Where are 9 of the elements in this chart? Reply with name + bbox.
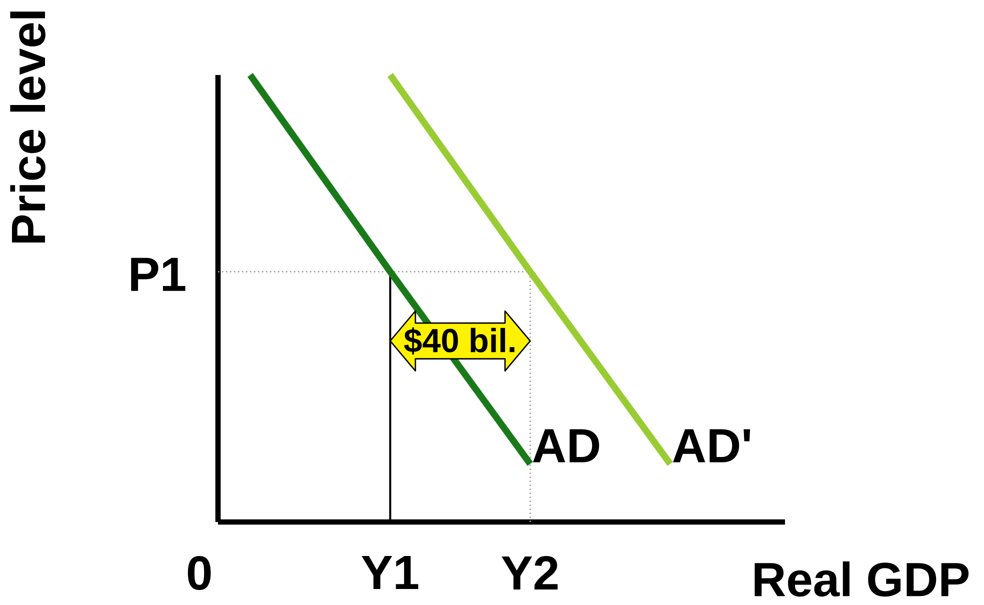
series-label: AD' bbox=[673, 429, 750, 462]
x-tick-label: Y1 bbox=[362, 556, 418, 590]
ref-line-label: P1 bbox=[131, 258, 186, 291]
annotation: $40 bil. bbox=[404, 327, 514, 355]
y-axis-title: Price level bbox=[10, 12, 46, 242]
x-axis-title: Real GDP bbox=[754, 561, 969, 597]
text: 0 bbox=[188, 556, 211, 590]
x-tick-label: Y2 bbox=[502, 556, 558, 590]
series-label: AD bbox=[532, 429, 600, 462]
